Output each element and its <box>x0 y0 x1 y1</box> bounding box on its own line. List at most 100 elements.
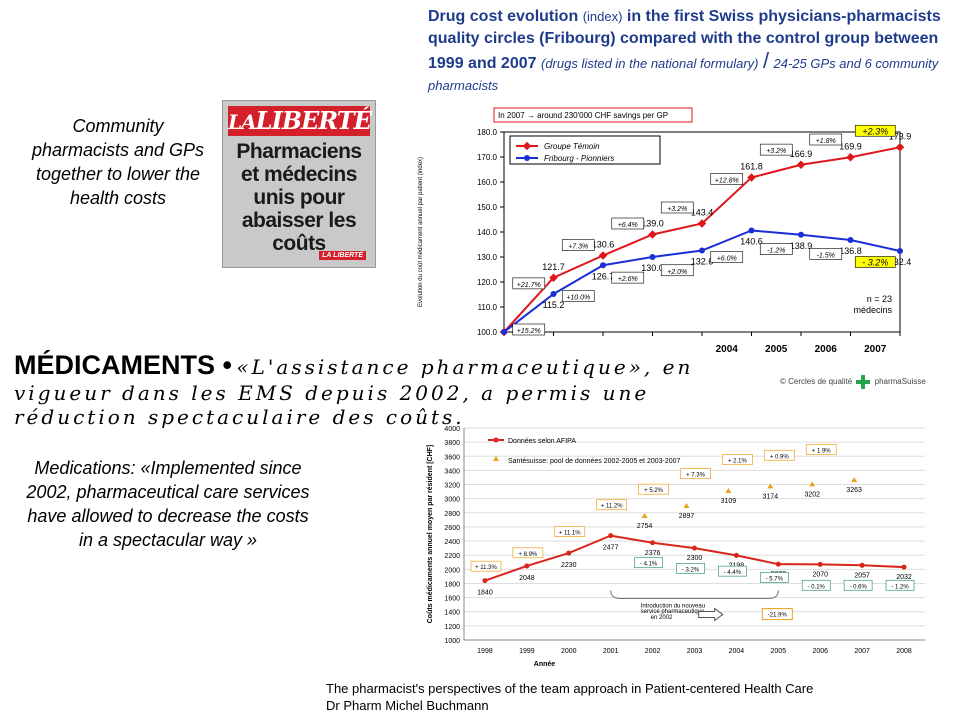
data-label: 132.4 <box>889 257 912 267</box>
n-label-1: n = 23 <box>867 294 892 304</box>
change-box <box>634 557 663 569</box>
data-point <box>600 262 606 269</box>
data-label: 166.9 <box>790 149 813 159</box>
change-box <box>759 143 793 156</box>
change-label: +2.6% <box>618 276 638 283</box>
data-point <box>796 160 806 169</box>
data-point <box>649 254 656 260</box>
change-box <box>801 579 831 591</box>
legend-label: Fribourg - Pionniers <box>544 154 614 163</box>
footer: The pharmacist's perspectives of the tea… <box>326 680 946 714</box>
data-point <box>775 561 781 567</box>
change-box <box>596 499 628 511</box>
x-tick-label: 2006 <box>812 648 828 655</box>
y-tick-label: 2400 <box>444 539 460 546</box>
data-point <box>798 231 804 238</box>
data-label: 1840 <box>477 590 493 597</box>
data-point <box>641 513 648 519</box>
credits: © Cercles de qualité pharmaSuisse <box>780 375 926 389</box>
x-tick-label: 2005 <box>765 344 788 355</box>
change-label: + 11.2% <box>601 504 623 510</box>
data-label: 2070 <box>812 571 828 578</box>
x-tick-label: 1998 <box>477 648 493 655</box>
change-box <box>710 251 744 263</box>
change-box <box>611 217 645 230</box>
legend-label: Données selon AFIPA <box>508 438 576 445</box>
data-point <box>733 552 739 558</box>
data-label: 121.7 <box>542 262 565 272</box>
credits-brand: pharmaSuisse <box>874 377 926 387</box>
x-tick-label: 2006 <box>815 344 838 355</box>
change-label: -1.5% <box>817 252 835 259</box>
x-tick-label: 2007 <box>854 648 870 655</box>
x-tick-label: 2000 <box>561 648 577 655</box>
y-tick-label: 2800 <box>444 511 460 518</box>
legend-box <box>509 135 661 165</box>
change-box <box>718 565 747 577</box>
change-box <box>660 201 694 214</box>
change-box <box>470 560 502 572</box>
change-label: +1.8% <box>816 138 836 145</box>
change-box <box>805 444 837 455</box>
y-tick-label: 120.0 <box>477 278 498 287</box>
n-label-2: médecins <box>853 305 892 315</box>
y-tick-label: 4000 <box>444 426 460 433</box>
data-label: 130.0 <box>641 263 664 273</box>
data-label: 2897 <box>679 513 695 520</box>
change-label: + 2.1% <box>728 459 748 465</box>
data-point <box>692 545 697 551</box>
data-label: 132.6 <box>691 257 714 267</box>
annotation-value-box <box>761 608 793 621</box>
change-box <box>680 468 711 479</box>
savings-note-box <box>493 107 693 123</box>
chart1-title-paren2: (drugs listed in the national formulary) <box>540 56 759 71</box>
banner-bold: MÉDICAMENTS • <box>14 350 232 380</box>
chart1-title-part2: in the first Swiss physicians-pharmacist… <box>428 8 941 72</box>
annotation-value: -21.9% <box>768 613 788 619</box>
y-tick-label: 160.0 <box>477 178 498 187</box>
change-label: - 3.2% <box>682 567 700 573</box>
savings-note: In 2007 → around 230'000 CHF savings per… <box>498 111 668 120</box>
change-label: +6.4% <box>618 222 638 229</box>
data-point <box>699 247 705 254</box>
y-axis-label: Coûts médicaments annuel moyen par résid… <box>427 445 434 624</box>
y-tick-label: 130.0 <box>477 253 498 262</box>
y-tick-label: 3400 <box>444 468 460 475</box>
y-tick-label: 170.0 <box>477 153 498 162</box>
data-point <box>817 561 823 567</box>
data-label: 2300 <box>687 555 703 562</box>
newspaper-clipping: LALIBERTÉ Pharmaciens et médecins unis p… <box>222 100 376 268</box>
change-label: - 0.1% <box>808 584 826 590</box>
data-label: 2754 <box>637 523 653 530</box>
change-label: + 11.1% <box>559 531 581 537</box>
data-point <box>524 563 530 569</box>
change-box <box>759 243 793 255</box>
change-box <box>561 290 595 302</box>
change-box <box>512 547 544 559</box>
y-tick-label: 1000 <box>444 638 460 645</box>
data-point <box>549 273 558 282</box>
change-box <box>512 323 546 336</box>
data-label: 3202 <box>804 491 820 498</box>
caption-medications: Medications: «Implemented since 2002, ph… <box>26 458 310 550</box>
data-point <box>767 483 774 489</box>
change-label: + 0.9% <box>770 454 790 460</box>
change-label: +2.0% <box>667 269 687 276</box>
annotation-arrow <box>698 607 724 622</box>
change-label: +6.0% <box>717 256 737 263</box>
change-box <box>885 579 915 591</box>
change-box <box>611 271 645 284</box>
change-box <box>638 483 669 495</box>
chart1-title-paren1: (index) <box>582 9 623 24</box>
x-tick-label: 2005 <box>771 648 787 655</box>
change-box <box>763 449 795 461</box>
data-label: 2477 <box>603 545 619 552</box>
change-box <box>676 562 705 574</box>
y-tick-label: 150.0 <box>477 203 498 212</box>
newspaper-masthead: LALIBERTÉ <box>228 106 372 136</box>
data-point <box>648 230 657 239</box>
data-label: 3263 <box>846 487 862 494</box>
data-label: 169.9 <box>839 141 862 151</box>
change-label: + 5.2% <box>644 488 664 494</box>
data-point <box>901 564 907 570</box>
